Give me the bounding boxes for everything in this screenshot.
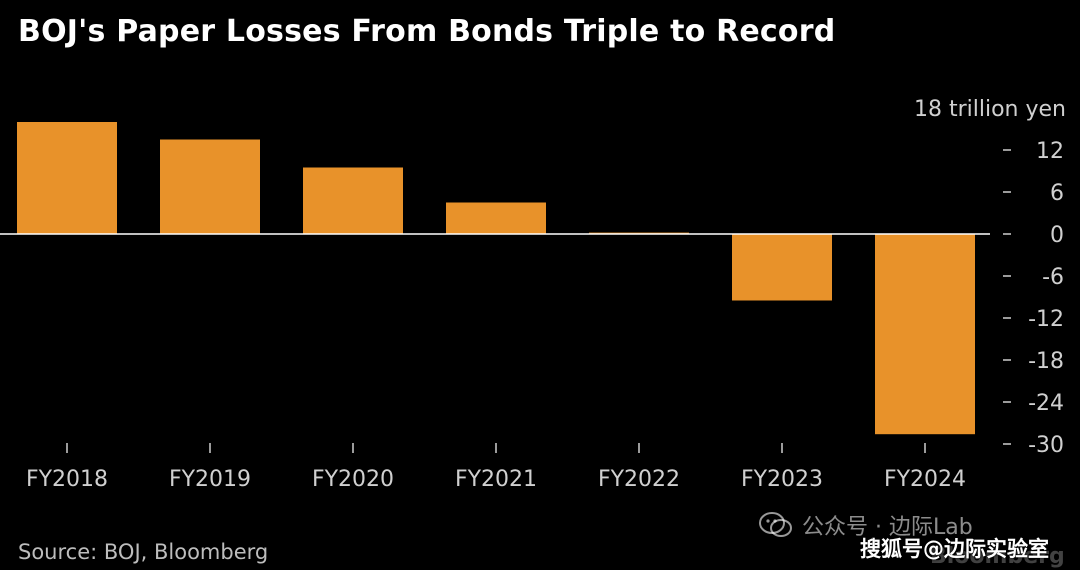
wechat-icon (759, 512, 792, 537)
y-tick-label: 6 (1050, 181, 1064, 206)
wechat-watermark: 公众号 · 边际Lab (758, 509, 973, 541)
bar-fy2020 (303, 167, 403, 234)
bar-fy2023 (732, 234, 832, 301)
y-tick-label: -6 (1042, 265, 1064, 290)
x-tick-label: FY2018 (26, 467, 108, 492)
y-axis: 12 6 0 -6 -12 -18 -24 -30 (1003, 139, 1064, 458)
y-axis-unit-label: 18 trillion yen (914, 97, 1066, 122)
bar-fy2019 (160, 139, 260, 234)
x-tick-label: FY2019 (169, 467, 251, 492)
x-tick-label: FY2023 (741, 467, 823, 492)
bloomberg-brand: Bloomberg (930, 544, 1065, 569)
source-note: Source: BOJ, Bloomberg (18, 540, 269, 564)
sohu-watermark: 搜狐号@边际实验室 (860, 537, 1049, 561)
x-tick-label: FY2022 (598, 467, 680, 492)
y-tick-label: -18 (1028, 349, 1064, 374)
bar-fy2018 (17, 122, 117, 234)
y-tick-label: 12 (1036, 139, 1064, 164)
y-tick-label: -12 (1028, 307, 1064, 332)
bars-group (17, 122, 975, 435)
y-tick-label: -30 (1028, 433, 1064, 458)
y-tick-label: -24 (1028, 391, 1064, 416)
y-tick-label: 0 (1050, 223, 1064, 248)
bar-fy2024 (875, 234, 975, 435)
x-tick-label: FY2024 (884, 467, 966, 492)
wechat-watermark-text: 公众号 · 边际Lab (802, 515, 973, 540)
chart-title: BOJ's Paper Losses From Bonds Triple to … (18, 14, 836, 49)
x-tick-label: FY2021 (455, 467, 537, 492)
bar-fy2021 (446, 202, 546, 234)
x-tick-label: FY2020 (312, 467, 394, 492)
x-axis: FY2018 FY2019 FY2020 FY2021 FY2022 FY2023 FY20… (26, 443, 966, 492)
